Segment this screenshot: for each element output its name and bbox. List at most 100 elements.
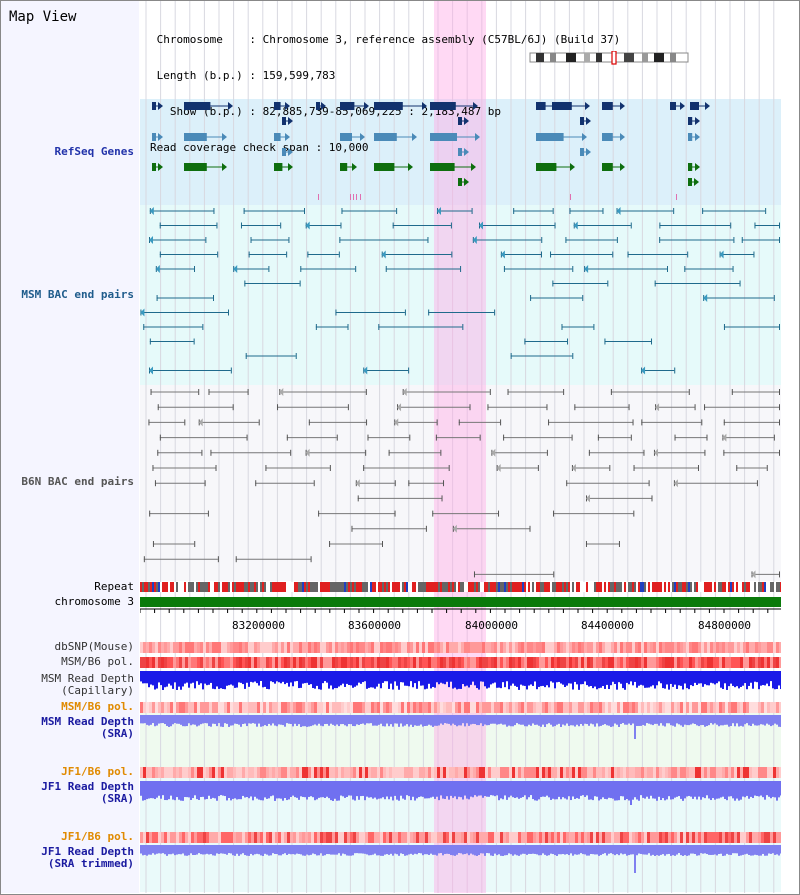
read-depth-bar xyxy=(346,845,348,856)
read-depth-bar xyxy=(742,715,744,727)
read-depth-bar xyxy=(402,671,404,683)
polymorphism-cell xyxy=(440,642,443,653)
b6n-bac-track[interactable] xyxy=(140,385,781,581)
read-depth-bar xyxy=(590,781,592,800)
polymorphism-cell xyxy=(188,642,191,653)
polymorphism-cell xyxy=(203,702,206,713)
polymorphism-cell xyxy=(431,642,434,653)
read-depth-bar xyxy=(544,781,546,797)
read-depth-bar xyxy=(728,671,730,687)
polymorphism-cell xyxy=(428,832,431,843)
polymorphism-cell xyxy=(563,702,566,713)
polymorphism-cell xyxy=(695,657,698,668)
gene-strand-arrow xyxy=(158,133,163,141)
polymorphism-cell xyxy=(173,832,176,843)
polymorphism-cell xyxy=(287,702,290,713)
read-depth-bar xyxy=(354,671,356,687)
polymorphism-cell xyxy=(572,767,575,778)
polymorphism-cell xyxy=(500,702,503,713)
polymorphism-cell xyxy=(248,642,251,653)
read-depth-bar xyxy=(294,845,296,855)
read-depth-bar xyxy=(394,671,396,682)
polymorphism-cell xyxy=(254,702,257,713)
polymorphism-cell xyxy=(695,642,698,653)
polymorphism-cell xyxy=(416,767,419,778)
polymorphism-cell xyxy=(281,702,284,713)
read-depth-bar xyxy=(456,781,458,800)
polymorphism-cell xyxy=(647,702,650,713)
read-depth-bar xyxy=(218,845,220,854)
read-depth-bar xyxy=(642,671,644,686)
polymorphism-cell xyxy=(185,657,188,668)
read-depth-bar xyxy=(666,781,668,800)
bac-end-mark xyxy=(779,389,780,395)
read-depth-bar xyxy=(296,781,298,798)
msm-bac-track[interactable] xyxy=(140,205,781,385)
polymorphism-cell xyxy=(443,657,446,668)
bac-end-mark xyxy=(288,237,290,243)
read-depth-bar xyxy=(148,781,150,799)
polymorphism-cell xyxy=(377,702,380,713)
repeat-block xyxy=(260,582,262,592)
read-depth-bar xyxy=(268,845,270,856)
read-depth-bar xyxy=(712,781,714,799)
b6n-bac-label[interactable]: B6N BAC end pairs xyxy=(21,475,134,488)
bac-end-mark xyxy=(243,208,245,214)
polymorphism-cell xyxy=(194,642,197,653)
msm-bac-label[interactable]: MSM BAC end pairs xyxy=(21,288,134,301)
bac-end-mark xyxy=(546,404,548,411)
bac-end-mark xyxy=(335,309,337,316)
read-depth-bar xyxy=(664,845,666,856)
polymorphism-cell xyxy=(203,642,206,653)
polymorphism-cell xyxy=(347,702,350,713)
polymorphism-cell xyxy=(617,657,620,668)
repeat-block xyxy=(666,582,668,592)
polymorphism-cell xyxy=(719,767,722,778)
repeat-block xyxy=(164,582,166,592)
read-depth-bar xyxy=(360,715,362,724)
polymorphism-cell xyxy=(536,657,539,668)
polymorphism-cell xyxy=(149,832,152,843)
bac-end-mark xyxy=(633,510,635,517)
polymorphism-cell xyxy=(686,767,689,778)
read-depth-bar xyxy=(190,715,192,726)
read-depth-bar xyxy=(700,671,702,684)
polymorphism-cell xyxy=(275,642,278,653)
read-depth-bar xyxy=(330,781,332,801)
polymorphism-cell xyxy=(179,657,182,668)
read-depth-bar xyxy=(498,671,500,688)
read-depth-bar xyxy=(616,781,618,801)
polymorphism-cell xyxy=(341,767,344,778)
polymorphism-cell xyxy=(266,657,269,668)
read-depth-bar xyxy=(754,845,756,855)
read-depth-bar xyxy=(330,671,332,686)
polymorphism-cell xyxy=(314,657,317,668)
read-depth-bar xyxy=(694,671,696,683)
polymorphism-cell xyxy=(215,642,218,653)
polymorphism-cell xyxy=(659,642,662,653)
refseq-genes-label[interactable]: RefSeq Genes xyxy=(54,145,134,158)
chromosome-ideogram[interactable] xyxy=(528,51,690,65)
polymorphism-cell xyxy=(164,832,167,843)
bac-end-mark xyxy=(597,434,599,441)
read-depth-bar xyxy=(142,715,144,724)
polymorphism-cell xyxy=(641,642,644,653)
bac-end-mark xyxy=(704,449,706,456)
polymorphism-cell xyxy=(773,657,776,668)
read-depth-bar xyxy=(516,781,518,798)
repeat-block xyxy=(778,582,780,592)
repeat-block xyxy=(232,582,234,592)
bac-end-mark xyxy=(280,222,282,229)
repeat-block xyxy=(434,582,436,592)
read-depth-bar xyxy=(428,781,430,799)
read-depth-bar xyxy=(454,715,456,725)
repeat-block xyxy=(346,582,348,592)
bac-end-mark xyxy=(604,338,606,345)
polymorphism-cell xyxy=(173,702,176,713)
polymorphism-cell xyxy=(569,832,572,843)
refseq-genes-track[interactable] xyxy=(140,99,781,205)
polymorphism-cell xyxy=(587,832,590,843)
repeat-block xyxy=(634,582,636,592)
read-depth-bar xyxy=(626,715,628,725)
read-depth-bar xyxy=(658,671,660,682)
